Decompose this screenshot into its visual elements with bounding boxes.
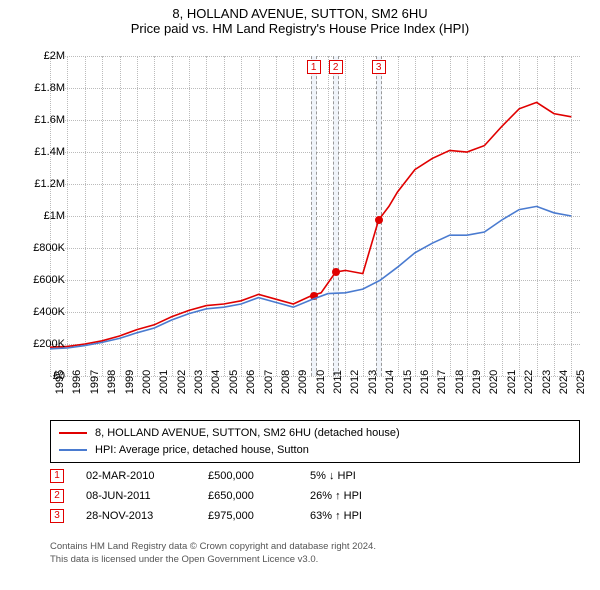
annotation-diff: 63% ↑ HPI xyxy=(310,506,410,526)
annotation-price: £500,000 xyxy=(208,466,288,486)
x-tick-label: 2011 xyxy=(332,370,344,394)
x-tick-label: 2020 xyxy=(488,370,500,394)
y-tick-label: £1.6M xyxy=(20,114,65,126)
y-tick-label: £1.8M xyxy=(20,82,65,94)
x-tick-label: 2005 xyxy=(228,370,240,394)
title-block: 8, HOLLAND AVENUE, SUTTON, SM2 6HU Price… xyxy=(0,0,600,38)
legend-label: HPI: Average price, detached house, Sutt… xyxy=(95,442,309,459)
x-tick-label: 2016 xyxy=(419,370,431,394)
footnote-line2: This data is licensed under the Open Gov… xyxy=(50,553,580,566)
legend-swatch xyxy=(59,432,87,434)
annotation-date: 28-NOV-2013 xyxy=(86,506,186,526)
x-tick-label: 2017 xyxy=(436,370,448,394)
title-address: 8, HOLLAND AVENUE, SUTTON, SM2 6HU xyxy=(0,6,600,21)
x-tick-label: 2000 xyxy=(141,370,153,394)
annotation-number-box: 2 xyxy=(50,489,64,503)
legend-row: 8, HOLLAND AVENUE, SUTTON, SM2 6HU (deta… xyxy=(59,425,571,442)
x-tick-label: 2018 xyxy=(454,370,466,394)
annotation-number-box: 3 xyxy=(50,509,64,523)
page-root: 8, HOLLAND AVENUE, SUTTON, SM2 6HU Price… xyxy=(0,0,600,590)
x-tick-label: 2009 xyxy=(297,370,309,394)
x-tick-label: 1999 xyxy=(124,370,136,394)
annotation-row: 2 08-JUN-2011 £650,000 26% ↑ HPI xyxy=(50,486,580,506)
annotation-diff: 26% ↑ HPI xyxy=(310,486,410,506)
x-tick-label: 2024 xyxy=(558,370,570,394)
x-tick-label: 2015 xyxy=(402,370,414,394)
chart-plot-area: 123 xyxy=(50,56,580,376)
y-tick-label: £600K xyxy=(20,274,65,286)
x-tick-label: 2008 xyxy=(280,370,292,394)
footnote: Contains HM Land Registry data © Crown c… xyxy=(50,540,580,567)
x-tick-label: 2021 xyxy=(506,370,518,394)
annotation-row: 3 28-NOV-2013 £975,000 63% ↑ HPI xyxy=(50,506,580,526)
annotation-diff: 5% ↓ HPI xyxy=(310,466,410,486)
x-tick-label: 2004 xyxy=(210,370,222,394)
legend-box: 8, HOLLAND AVENUE, SUTTON, SM2 6HU (deta… xyxy=(50,420,580,463)
x-tick-label: 2025 xyxy=(575,370,587,394)
x-tick-label: 2010 xyxy=(315,370,327,394)
x-tick-label: 2022 xyxy=(523,370,535,394)
y-tick-label: £1.2M xyxy=(20,178,65,190)
y-tick-label: £1.4M xyxy=(20,146,65,158)
title-subtitle: Price paid vs. HM Land Registry's House … xyxy=(0,21,600,36)
legend-row: HPI: Average price, detached house, Sutt… xyxy=(59,442,571,459)
annotation-date: 08-JUN-2011 xyxy=(86,486,186,506)
x-tick-label: 2003 xyxy=(193,370,205,394)
x-tick-label: 1996 xyxy=(71,370,83,394)
x-tick-label: 2013 xyxy=(367,370,379,394)
x-tick-label: 2001 xyxy=(158,370,170,394)
x-tick-label: 2014 xyxy=(384,370,396,394)
x-tick-label: 2002 xyxy=(176,370,188,394)
chart-svg xyxy=(50,56,580,376)
y-tick-label: £800K xyxy=(20,242,65,254)
x-tick-label: 2007 xyxy=(263,370,275,394)
x-tick-label: 2012 xyxy=(349,370,361,394)
footnote-line1: Contains HM Land Registry data © Crown c… xyxy=(50,540,580,553)
annotation-date: 02-MAR-2010 xyxy=(86,466,186,486)
legend-swatch xyxy=(59,449,87,451)
y-tick-label: £200K xyxy=(20,338,65,350)
x-tick-label: 1995 xyxy=(54,370,66,394)
annotation-number-box: 1 xyxy=(50,469,64,483)
y-tick-label: £1M xyxy=(20,210,65,222)
series-hpi xyxy=(50,206,571,348)
x-tick-label: 2023 xyxy=(541,370,553,394)
annotation-price: £650,000 xyxy=(208,486,288,506)
x-tick-label: 1997 xyxy=(89,370,101,394)
annotation-row: 1 02-MAR-2010 £500,000 5% ↓ HPI xyxy=(50,466,580,486)
y-tick-label: £2M xyxy=(20,50,65,62)
series-property xyxy=(50,102,571,347)
annotations-block: 1 02-MAR-2010 £500,000 5% ↓ HPI 2 08-JUN-2011… xyxy=(50,466,580,526)
x-tick-label: 2019 xyxy=(471,370,483,394)
annotation-price: £975,000 xyxy=(208,506,288,526)
x-tick-label: 2006 xyxy=(245,370,257,394)
legend-label: 8, HOLLAND AVENUE, SUTTON, SM2 6HU (deta… xyxy=(95,425,400,442)
x-tick-label: 1998 xyxy=(106,370,118,394)
y-tick-label: £400K xyxy=(20,306,65,318)
